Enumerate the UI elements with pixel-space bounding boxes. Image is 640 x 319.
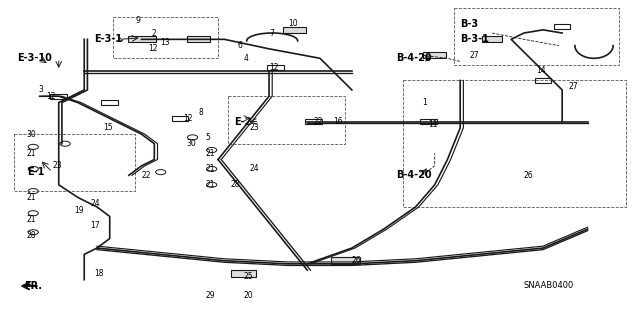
Text: E-2: E-2 — [234, 116, 252, 127]
Text: 11: 11 — [428, 120, 438, 129]
Circle shape — [28, 211, 38, 216]
Text: B-4-20: B-4-20 — [396, 53, 432, 63]
Bar — [332, 257, 360, 264]
Text: 20: 20 — [244, 291, 253, 300]
Text: 12: 12 — [183, 114, 193, 123]
Text: 28: 28 — [231, 180, 240, 189]
Text: 14: 14 — [537, 66, 547, 76]
Text: 21: 21 — [205, 149, 215, 158]
Text: 17: 17 — [91, 221, 100, 230]
Circle shape — [207, 167, 217, 172]
Text: 24: 24 — [91, 199, 100, 208]
Text: B-4-20: B-4-20 — [396, 170, 432, 180]
Text: E-1: E-1 — [27, 167, 44, 177]
Bar — [127, 36, 156, 42]
Text: 25: 25 — [244, 272, 253, 281]
Text: 12: 12 — [148, 44, 157, 53]
Text: 4: 4 — [244, 54, 248, 63]
Text: FR.: FR. — [24, 281, 42, 291]
Bar — [535, 78, 551, 83]
Text: 5: 5 — [205, 133, 210, 142]
Text: 9: 9 — [135, 16, 140, 25]
Text: 13: 13 — [161, 38, 170, 47]
Text: SNAAB0400: SNAAB0400 — [524, 281, 574, 291]
Bar — [283, 27, 306, 33]
Bar — [554, 24, 570, 29]
Text: 23: 23 — [250, 123, 260, 132]
Bar — [101, 100, 118, 105]
Text: E-3-1: E-3-1 — [94, 34, 122, 44]
Text: 23: 23 — [52, 161, 62, 170]
Bar — [231, 270, 256, 277]
Bar — [172, 116, 188, 121]
Bar — [51, 94, 67, 99]
Text: 27: 27 — [568, 82, 578, 91]
Circle shape — [207, 147, 217, 152]
Text: 30: 30 — [186, 139, 196, 148]
Text: 2: 2 — [151, 28, 156, 38]
Text: 22: 22 — [141, 171, 151, 180]
Circle shape — [60, 141, 70, 146]
Text: 27: 27 — [470, 51, 479, 60]
Text: 26: 26 — [352, 256, 362, 265]
Text: 8: 8 — [199, 108, 204, 116]
Bar — [482, 36, 502, 42]
Circle shape — [28, 144, 38, 149]
Circle shape — [28, 167, 38, 172]
Text: 6: 6 — [237, 41, 242, 50]
Bar — [423, 52, 446, 58]
Text: 18: 18 — [94, 269, 103, 278]
Text: 22: 22 — [314, 117, 323, 126]
Text: 21: 21 — [27, 215, 36, 224]
Text: 10: 10 — [288, 19, 298, 28]
Text: 7: 7 — [269, 28, 274, 38]
Bar — [267, 65, 284, 70]
Text: 16: 16 — [333, 117, 342, 126]
Text: 1: 1 — [422, 98, 427, 107]
Text: B-3-1: B-3-1 — [460, 34, 489, 44]
Text: 12: 12 — [269, 63, 278, 72]
Text: 21: 21 — [205, 165, 215, 174]
Text: 15: 15 — [103, 123, 113, 132]
Text: 21: 21 — [27, 149, 36, 158]
Circle shape — [207, 182, 217, 187]
Text: E-3-10: E-3-10 — [17, 53, 52, 63]
Text: 24: 24 — [250, 165, 260, 174]
Text: 3: 3 — [38, 85, 44, 94]
Text: 26: 26 — [524, 171, 534, 180]
Bar — [188, 36, 211, 42]
Bar — [420, 119, 436, 124]
Text: 28: 28 — [27, 231, 36, 240]
Text: 21: 21 — [27, 193, 36, 202]
Text: 21: 21 — [205, 180, 215, 189]
Circle shape — [28, 189, 38, 194]
Bar — [305, 119, 322, 124]
Text: B-3: B-3 — [460, 19, 478, 28]
Circle shape — [156, 170, 166, 175]
Circle shape — [188, 135, 198, 140]
Circle shape — [28, 230, 38, 235]
Text: 30: 30 — [27, 130, 36, 139]
Text: 19: 19 — [75, 206, 84, 215]
Text: 12: 12 — [46, 92, 56, 101]
Text: 29: 29 — [205, 291, 215, 300]
